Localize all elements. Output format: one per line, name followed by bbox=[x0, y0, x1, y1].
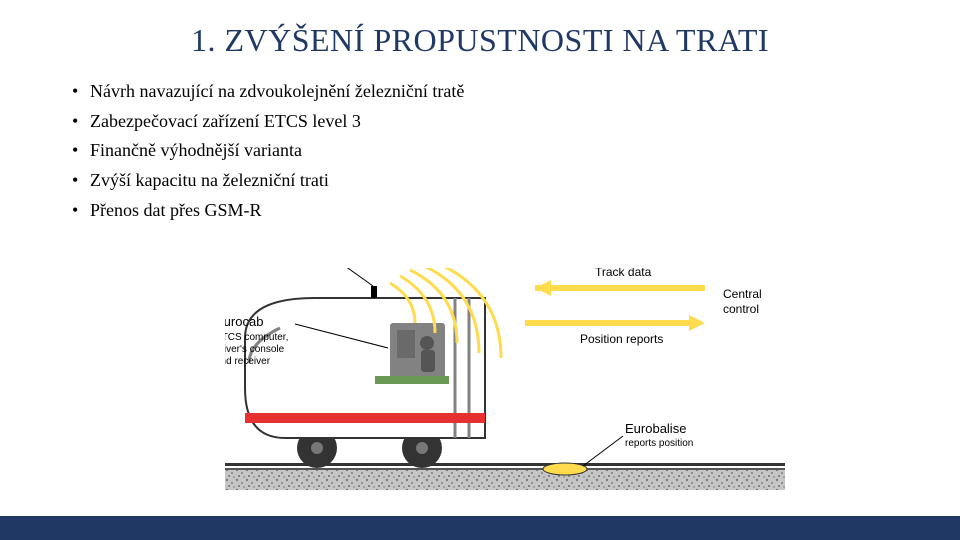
central-control-label: Central control bbox=[723, 287, 762, 316]
svg-text:driver's console: driver's console bbox=[225, 344, 285, 355]
bullet-item: Zabezpečovací zařízení ETCS level 3 bbox=[72, 107, 960, 137]
bullet-item: Finančně výhodnější varianta bbox=[72, 136, 960, 166]
svg-text:Eurobalise: Eurobalise bbox=[625, 421, 686, 436]
bullet-item: Návrh navazující na zdvoukolejnění želez… bbox=[72, 77, 960, 107]
svg-text:ETCS computer,: ETCS computer, bbox=[225, 332, 288, 343]
svg-text:control: control bbox=[723, 302, 759, 316]
svg-text:and receiver: and receiver bbox=[225, 356, 271, 367]
eurobalise-label: Eurobalise reports position bbox=[625, 421, 693, 449]
svg-text:Eurocab: Eurocab bbox=[225, 314, 263, 329]
track-data-arrow bbox=[535, 280, 705, 296]
bullet-list: Návrh navazující na zdvoukolejnění želez… bbox=[0, 77, 960, 225]
svg-text:reports position: reports position bbox=[625, 438, 693, 449]
page-title: 1. ZVÝŠENÍ PROPUSTNOSTI NA TRATI bbox=[0, 0, 960, 77]
position-reports-arrow bbox=[525, 315, 705, 331]
bullet-item: Zvýší kapacitu na železniční trati bbox=[72, 166, 960, 196]
bullet-item: Přenos dat přes GSM-R bbox=[72, 196, 960, 226]
track-data-label: Track data bbox=[595, 268, 652, 279]
position-reports-label: Position reports bbox=[580, 332, 663, 346]
svg-text:Central: Central bbox=[723, 287, 762, 301]
footer-bar bbox=[0, 516, 960, 540]
etcs-diagram: GSM-R antenna Eurocab ETCS computer, dri… bbox=[225, 268, 785, 500]
